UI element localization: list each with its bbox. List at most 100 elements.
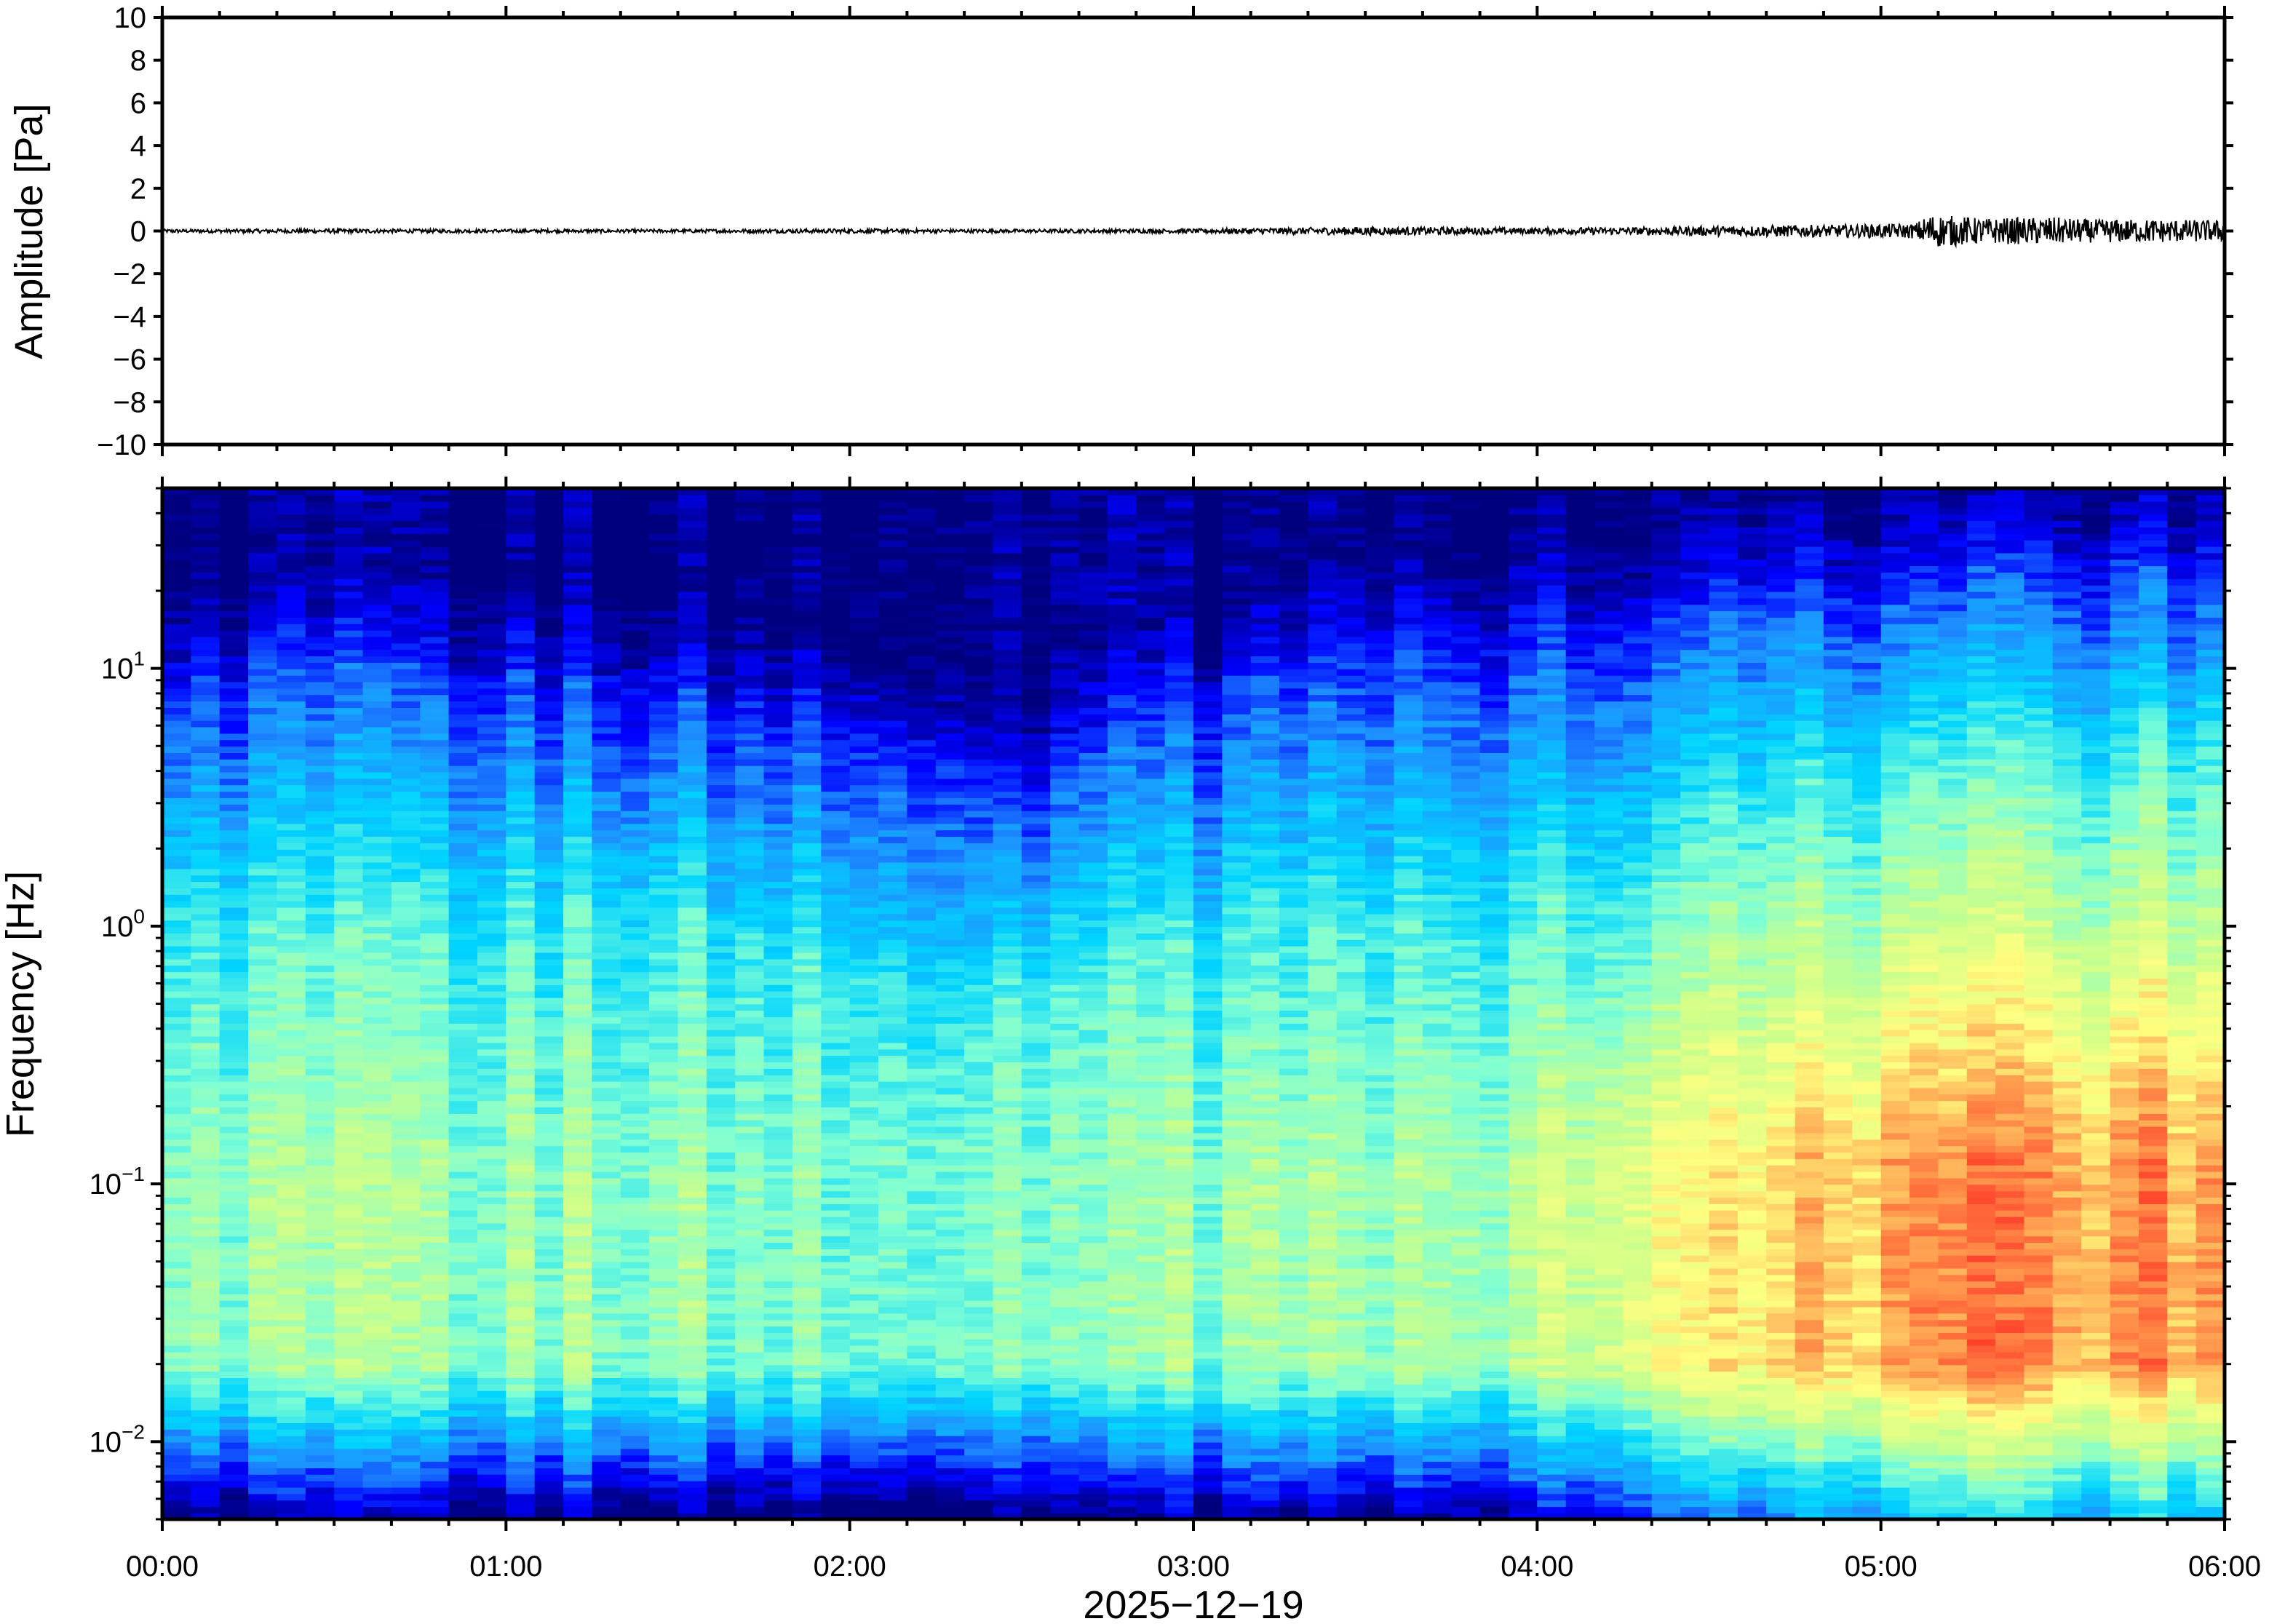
spectrogram-cell [763,1126,793,1134]
spectrogram-cell [305,1087,335,1095]
spectrogram-cell [219,1396,249,1404]
spectrogram-cell [878,1164,908,1172]
spectrogram-cell [706,1094,736,1102]
spectrogram-cell [162,1358,192,1366]
spectrogram-cell [907,1326,937,1333]
spectrogram-cell [935,752,965,760]
spectrogram-cell [735,1139,765,1147]
spectrogram-cell [821,1287,851,1294]
spectrogram-cell [878,726,908,734]
spectrogram-cell [334,1126,364,1134]
spectrogram-cell [620,810,650,818]
spectrogram-cell [219,1468,249,1475]
spectrogram-cell [763,1339,793,1346]
spectrogram-cell [391,617,421,624]
spectrogram-cell [706,552,736,560]
spectrogram-cell [362,1319,392,1327]
spectrogram-cell [362,855,392,863]
spectrogram-cell [477,1261,507,1269]
spectrogram-cell [649,958,679,966]
spectrogram-cell [448,1197,478,1204]
spectrogram-cell [964,1435,994,1443]
spectrogram-cell [964,533,994,541]
spectrogram-cell [563,733,593,741]
spectrogram-cell [735,674,765,682]
spectrogram-cell [792,1087,822,1095]
spectrogram-cell [821,1513,851,1519]
spectrogram-cell [649,597,679,605]
spectrogram-cell [334,1145,364,1153]
spectrogram-cell [849,1152,879,1159]
spectrogram-cell [563,933,593,940]
spectrogram-cell [477,888,507,895]
spectrogram-cell [563,765,593,773]
spectrogram-cell [1021,1229,1051,1237]
spectrogram-cell [792,1332,822,1340]
spectrogram-cell [735,591,765,599]
spectrogram-cell [362,1055,392,1062]
spectrogram-cell [907,507,937,515]
spectrogram-cell [506,739,536,747]
spectrogram-cell [563,1294,593,1301]
spectrogram-cell [907,1068,937,1075]
spectrogram-cell [907,1158,937,1166]
spectrogram-cell [305,726,335,734]
spectrogram-cell [620,1216,650,1224]
spectrogram-cell [506,1351,536,1359]
spectrogram-cell [592,1319,621,1327]
spectrogram-cell [706,759,736,766]
spectrogram-cell [1021,1074,1051,1082]
spectrogram-cell [935,1339,965,1346]
spectrogram-cell [420,1319,450,1327]
spectrogram-cell [620,674,650,682]
spectrogram-cell [420,501,450,509]
spectrogram-cell [219,649,249,657]
spectrogram-cell [649,1441,679,1449]
spectrogram-cell [448,1035,478,1043]
spectrogram-cell [506,1080,536,1088]
spectrogram-cell [162,1261,192,1269]
spectrogram-cell [506,804,536,811]
spectrogram-cell [592,572,621,579]
spectrogram-cell [620,1480,650,1488]
spectrogram-cell [1021,1209,1051,1217]
spectrogram-cell [677,1326,707,1333]
spectrogram-cell [391,791,421,798]
spectrogram-cell [420,888,450,895]
spectrogram-cell [592,694,621,702]
spectrogram-cell [677,597,707,605]
spectrogram-cell [448,1203,478,1211]
spectrogram-cell [821,920,851,928]
spectrogram-cell [334,617,364,624]
spectrogram-cell [477,791,507,798]
spectrogram-cell [305,1480,335,1488]
spectrogram-cell [477,1454,507,1462]
spectrogram-cell [506,1209,536,1217]
spectrogram-cell [792,1074,822,1082]
spectrogram-cell [677,1023,707,1030]
spectrogram-cell [563,707,593,715]
spectrogram-cell [448,1332,478,1340]
spectrogram-cell [592,1429,621,1436]
spectrogram-cell [248,1254,278,1262]
spectrogram-cell [477,1332,507,1340]
spectrogram-cell [219,1016,249,1024]
spectrogram-cell [162,797,192,805]
spectrogram-cell [907,1480,937,1488]
spectrogram-cell [219,507,249,515]
spectrogram-cell [620,893,650,901]
spectrogram-cell [964,1351,994,1359]
spectrogram-cell [219,752,249,760]
spectrogram-cell [477,1029,507,1037]
spectrogram-cell [448,978,478,985]
spectrogram-cell [592,629,621,637]
spectrogram-cell [191,1222,220,1230]
spectrogram-cell [620,501,650,509]
spectrogram-cell [735,733,765,741]
spectrogram-cell [1021,1390,1051,1398]
spectrogram-cell [162,674,192,682]
spectrogram-cell [878,707,908,715]
spectrogram-cell [334,810,364,818]
spectrogram-cell [391,907,421,915]
spectrogram-cell [162,488,192,495]
